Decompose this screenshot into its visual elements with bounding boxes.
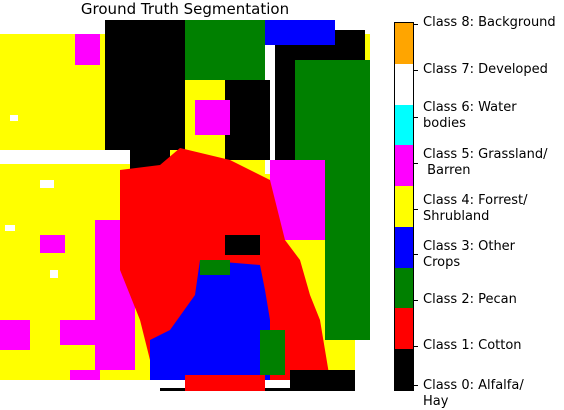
colorbar-tick xyxy=(414,163,418,164)
developed-speck xyxy=(50,270,58,278)
colorbar-segment-class-4 xyxy=(395,186,413,227)
alfalfa-field xyxy=(290,370,355,391)
developed-speck xyxy=(10,115,18,121)
colorbar-tick xyxy=(414,300,418,301)
legend-label-class-0: Class 0: Alfalfa/ Hay xyxy=(423,378,524,409)
pecan-orchard xyxy=(185,20,265,80)
legend-label-class-8: Class 8: Background xyxy=(423,15,556,30)
developed-road xyxy=(0,150,150,164)
pecan-orchard xyxy=(260,330,285,375)
colorbar-segment-class-3 xyxy=(395,226,413,268)
figure-title: Ground Truth Segmentation xyxy=(80,0,290,18)
alfalfa-field xyxy=(225,80,270,160)
colorbar-segment-class-2 xyxy=(395,267,413,309)
developed-speck xyxy=(40,180,54,188)
legend-label-class-1: Class 1: Cotton xyxy=(423,338,522,353)
colorbar-segment-class-7 xyxy=(395,63,413,105)
legend-label-class-7: Class 7: Developed xyxy=(423,62,548,77)
colorbar-tick xyxy=(414,70,418,71)
grassland-patch xyxy=(70,370,100,382)
colorbar-tick xyxy=(414,24,418,25)
colorbar-segment-class-1 xyxy=(395,308,413,350)
colorbar-tick xyxy=(414,254,418,255)
legend-label-class-6: Class 6: Water bodies xyxy=(423,100,517,131)
colorbar-tick xyxy=(414,117,418,118)
other-crops-field xyxy=(150,260,270,380)
colorbar-segment-class-8 xyxy=(395,22,413,64)
pecan-orchard xyxy=(200,260,230,275)
grassland-patch xyxy=(0,320,30,350)
legend-label-class-5: Class 5: Grassland/ Barren xyxy=(423,147,548,178)
other-crops-field xyxy=(265,20,335,45)
grassland-patch xyxy=(60,320,95,345)
cotton-field xyxy=(185,375,265,391)
pecan-orchard xyxy=(330,150,370,220)
segmentation-map xyxy=(0,20,370,391)
colorbar-segment-class-6 xyxy=(395,104,413,146)
legend-label-class-2: Class 2: Pecan xyxy=(423,292,517,307)
colorbar-tick xyxy=(414,209,418,210)
colorbar-segment-class-0 xyxy=(395,349,413,390)
alfalfa-field xyxy=(225,235,260,255)
developed-speck xyxy=(5,225,15,231)
pecan-orchard xyxy=(325,220,370,340)
grassland-patch xyxy=(40,235,65,253)
alfalfa-field xyxy=(105,20,185,150)
colorbar-tick xyxy=(414,346,418,347)
colorbar xyxy=(394,22,414,391)
legend-label-class-4: Class 4: Forrest/ Shrubland xyxy=(423,193,528,224)
colorbar-segment-class-5 xyxy=(395,145,413,187)
colorbar-tick xyxy=(414,385,418,386)
grassland-patch xyxy=(195,100,230,135)
legend-label-class-3: Class 3: Other Crops xyxy=(423,239,516,270)
